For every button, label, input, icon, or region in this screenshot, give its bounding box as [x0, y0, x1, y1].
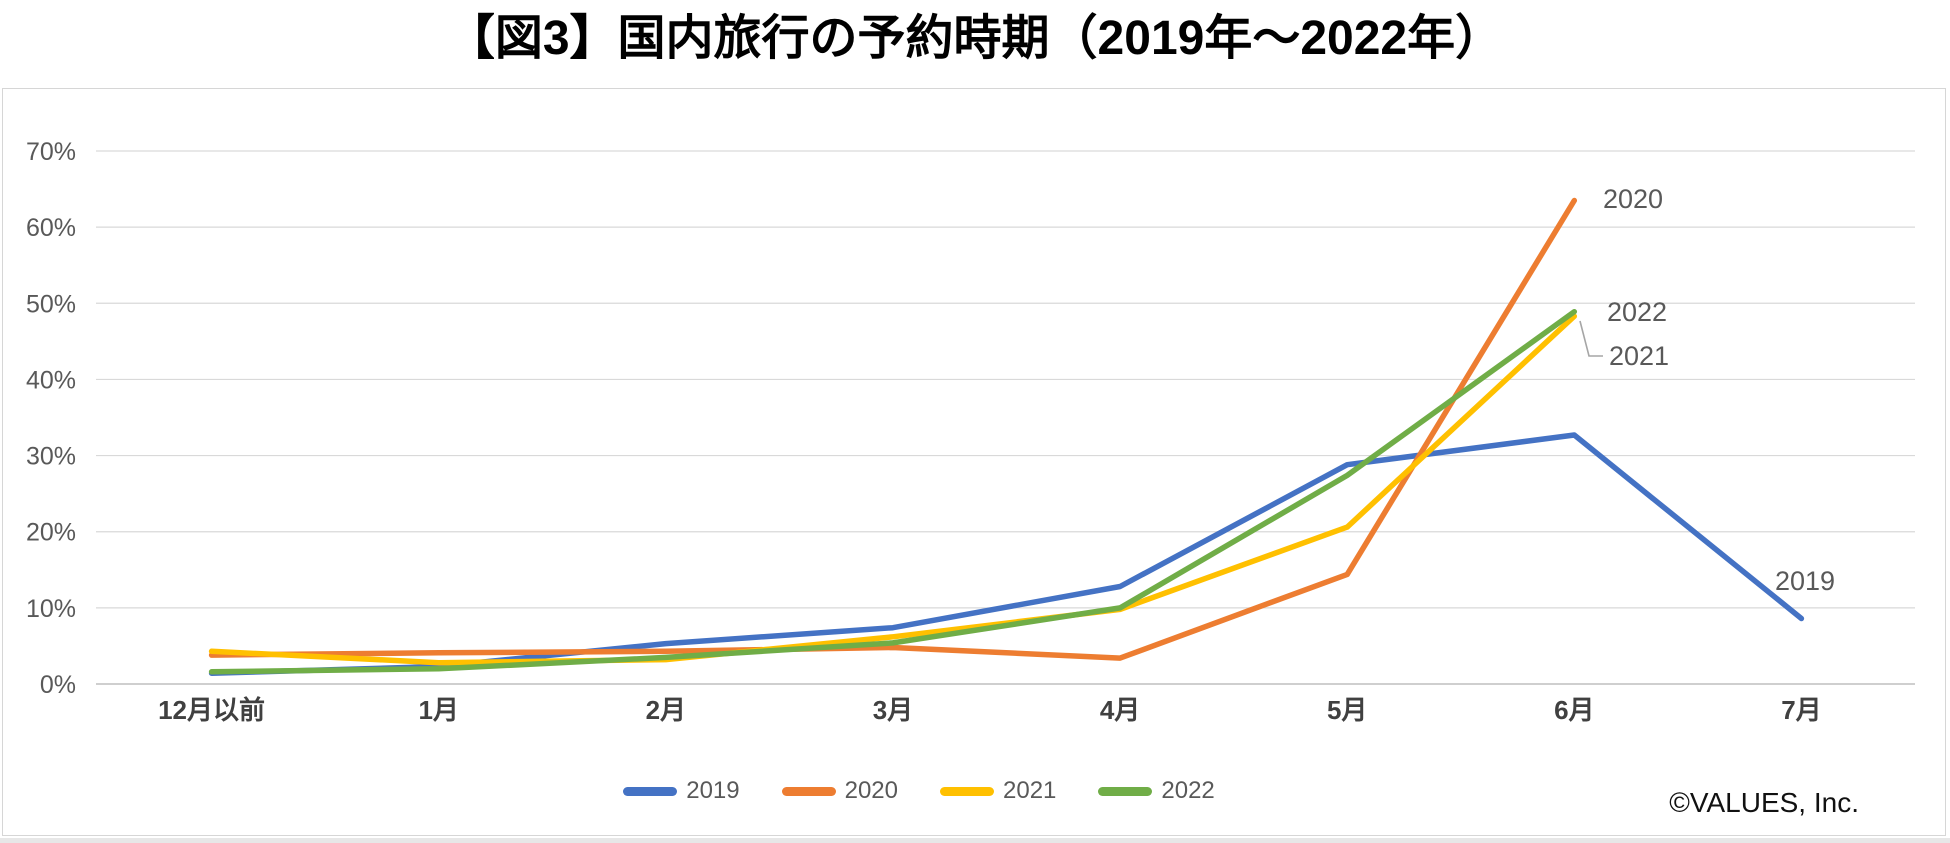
legend-swatch-icon — [1098, 786, 1153, 796]
y-axis-tick-label: 50% — [26, 290, 76, 318]
legend-label: 2019 — [686, 777, 740, 804]
legend-swatch-icon — [940, 786, 994, 796]
line-chart-plot: 0% 10% 20% 30% 40% 50% 60% 70% 12月以前 1月 2月 3月 4月 5月 6月… — [26, 138, 1915, 725]
legend-label: 2022 — [1161, 777, 1215, 804]
series-end-label-2019: 2019 — [1775, 566, 1835, 596]
copyright-text: ©VALUES, Inc. — [1669, 787, 1859, 818]
y-axis-tick-label: 20% — [26, 519, 76, 547]
series-line-2019 — [208, 432, 1805, 677]
x-axis-tick-label: 6月 — [1554, 695, 1594, 725]
x-axis-tick-label: 1月 — [418, 695, 458, 725]
legend-item-2019: 2019 — [623, 777, 740, 805]
y-axis-tick-label: 60% — [26, 214, 76, 242]
y-axis-tick-label: 10% — [26, 595, 76, 623]
series-line-2022 — [208, 308, 1578, 675]
chart-frame: 0% 10% 20% 30% 40% 50% 60% 70% 12月以前 1月 2月 3月 4月 5月 6月… — [2, 88, 1946, 836]
chart-title: 【図3】国内旅行の予約時期（2019年〜2022年） — [446, 12, 1504, 65]
series-end-label-2022: 2022 — [1607, 297, 1667, 327]
legend-swatch-icon — [623, 786, 678, 796]
x-axis-tick-label: 3月 — [873, 695, 913, 725]
legend-swatch-icon — [781, 786, 836, 796]
legend-item-2020: 2020 — [781, 777, 898, 805]
x-axis-tick-label: 4月 — [1100, 695, 1140, 725]
page-bottom-edge — [0, 838, 1950, 843]
y-axis-tick-label: 70% — [26, 138, 76, 166]
x-axis-tick-label: 12月以前 — [158, 695, 265, 725]
series-end-label-2020: 2020 — [1603, 184, 1663, 214]
y-axis-tick-label: 30% — [26, 443, 76, 471]
series-line-2020 — [208, 197, 1578, 661]
x-axis-tick-label: 7月 — [1781, 695, 1821, 725]
x-axis-tick-label: 5月 — [1327, 695, 1367, 725]
x-axis-tick-label: 2月 — [646, 695, 686, 725]
y-axis-tick-label: 0% — [40, 671, 76, 699]
chart-legend: 2019 2020 2021 2022 — [0, 777, 1890, 805]
legend-item-2021: 2021 — [940, 777, 1056, 805]
series-end-label-2021: 2021 — [1609, 341, 1669, 371]
y-axis-tick-label: 40% — [26, 366, 76, 394]
legend-label: 2021 — [1003, 777, 1057, 804]
annotation-leader-line — [1579, 320, 1603, 357]
legend-item-2022: 2022 — [1098, 777, 1215, 805]
legend-label: 2020 — [844, 777, 898, 804]
series-line-2021 — [208, 313, 1578, 666]
